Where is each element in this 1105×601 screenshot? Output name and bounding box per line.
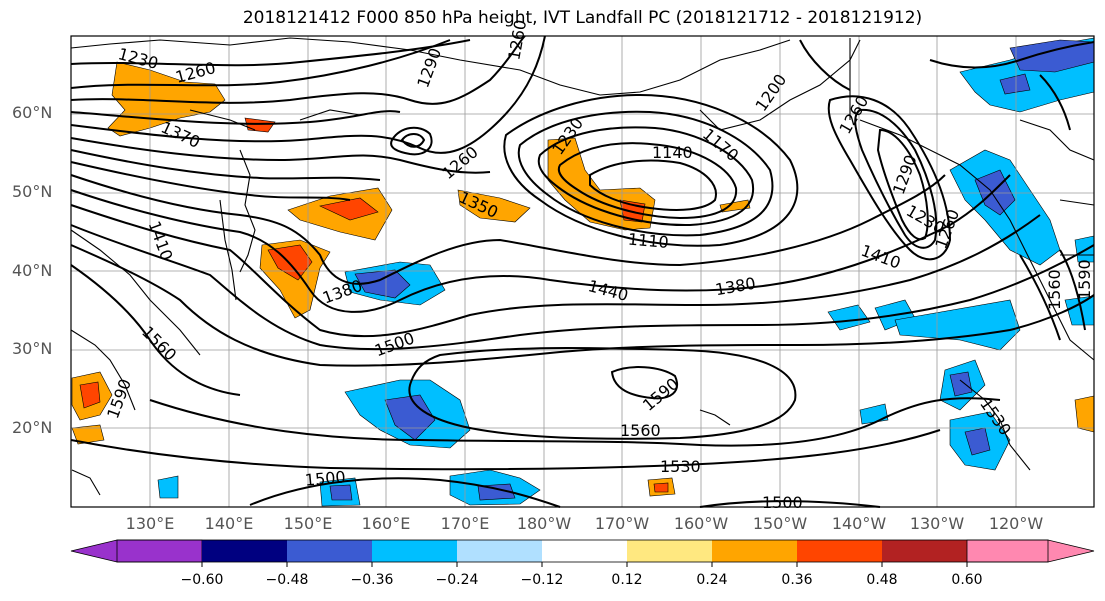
contour-label: 1500: [762, 493, 803, 512]
colorbar-segment: [966, 539, 1095, 563]
map-title: 2018121412 F000 850 hPa height, IVT Land…: [242, 8, 923, 28]
plot-frame: [70, 35, 1095, 508]
contour-label: 1560: [620, 421, 661, 440]
lat-label: 60°N: [12, 103, 53, 122]
colorbar-segment: [372, 540, 457, 562]
colorbar-tick-label: 0.24: [696, 572, 728, 588]
lon-label: 170°W: [594, 514, 650, 533]
lon-label: 140°W: [831, 514, 887, 533]
colorbar-tick-label: 0.60: [951, 572, 983, 588]
lat-label: 40°N: [12, 261, 53, 280]
colorbar-segment: [627, 540, 712, 562]
contour-label: 1110: [627, 230, 669, 252]
colorbar-tick-label: −0.12: [520, 572, 564, 588]
contour-label: 1560: [1045, 269, 1064, 310]
lon-label: 170°E: [440, 514, 490, 533]
lon-label: 130°E: [125, 514, 175, 533]
colorbar-tick-label: 0.48: [866, 572, 898, 588]
colorbar-tick-label: 0.36: [781, 572, 813, 588]
lon-label: 160°W: [673, 514, 729, 533]
height-contours: [70, 35, 1095, 508]
colorbar-segment: [287, 540, 372, 562]
lat-label: 20°N: [12, 418, 53, 437]
colorbar-tick-label: −0.36: [350, 572, 394, 588]
colorbar-tick-label: −0.48: [265, 572, 309, 588]
lon-label: 150°E: [283, 514, 333, 533]
colorbar-segment: [797, 540, 882, 562]
contour-label: 1590: [1075, 259, 1094, 300]
colorbar-segment: [882, 540, 967, 562]
lon-label: 160°E: [361, 514, 411, 533]
lon-label: 130°W: [909, 514, 965, 533]
contour-label: 1530: [660, 457, 701, 476]
colorbar-segment: [457, 540, 542, 562]
colorbar-segment: [70, 539, 203, 563]
lat-label: 50°N: [12, 182, 53, 201]
lon-label: 150°W: [752, 514, 808, 533]
colorbar-tick-label: −0.60: [180, 572, 224, 588]
lat-label: 30°N: [12, 339, 53, 358]
colorbar-tick-label: −0.24: [435, 572, 479, 588]
colorbar-segment: [712, 540, 797, 562]
colorbar-segment: [542, 540, 627, 562]
lon-label: 120°W: [988, 514, 1044, 533]
colorbar-tick-label: 0.12: [611, 572, 643, 588]
lon-label: 140°E: [204, 514, 254, 533]
contour-label: 1140: [652, 143, 693, 162]
contour-label: 1500: [304, 467, 346, 489]
colorbar-segment: [202, 540, 287, 562]
colorbar: [70, 539, 1095, 567]
lon-label: 180°W: [516, 514, 572, 533]
